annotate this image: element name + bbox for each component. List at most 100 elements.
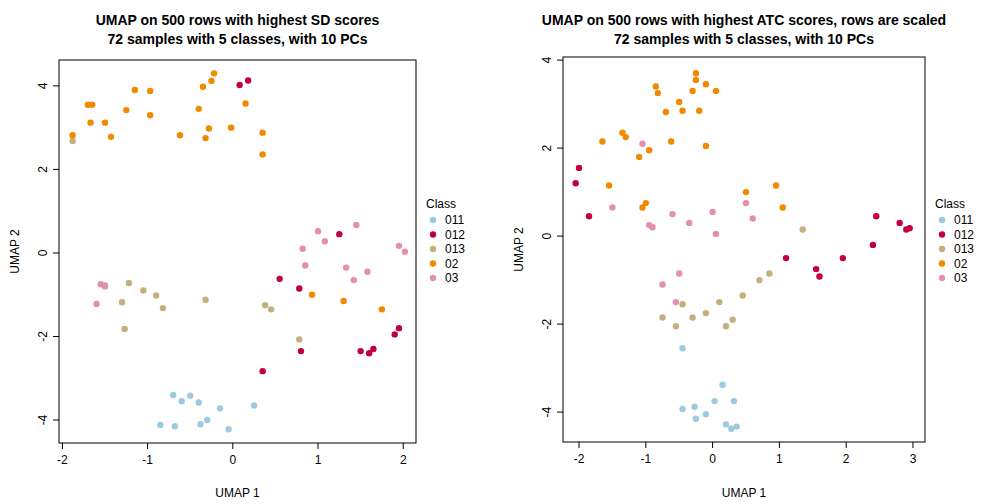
point [711,398,717,404]
point [123,107,129,113]
point [351,277,357,283]
y-tick-label: -2 [540,318,554,329]
legend-swatch [939,231,945,237]
panel: UMAP on 500 rows with highest SD scores7… [8,12,465,500]
point [170,392,176,398]
point [69,138,75,144]
y-tick-label: 4 [36,82,50,89]
points [69,70,408,432]
legend-label: 012 [445,228,465,242]
point [686,220,692,226]
legend-swatch [430,275,436,281]
x-tick [62,443,63,449]
x-tick [779,442,780,448]
point [673,299,679,305]
point [315,228,321,234]
legend-swatch [939,260,945,266]
point [132,87,138,93]
x-tick-label: 2 [843,452,850,466]
point [242,100,248,106]
point [336,231,342,237]
y-tick [53,252,59,253]
point [723,421,729,427]
point [870,242,876,248]
point [733,423,739,429]
point [780,204,786,210]
y-tick-label: -4 [540,406,554,417]
point [689,314,695,320]
y-tick [53,85,59,86]
legend-label: 011 [445,213,464,227]
x-tick [403,443,404,449]
legend-label: 013 [445,242,465,256]
point [713,88,719,94]
point [147,112,153,118]
y-tick-label: -2 [36,331,50,342]
point [773,182,779,188]
point [606,182,612,188]
legend-label: 013 [954,242,974,256]
point [197,421,203,427]
point [653,83,659,89]
point [749,215,755,221]
point [299,246,305,252]
point [703,310,709,316]
y-tick-label: -4 [36,414,50,425]
point [276,276,282,282]
point [196,399,202,405]
point [691,404,697,410]
x-tick [712,442,713,448]
point [676,99,682,105]
point [599,138,605,144]
legend-swatch [939,275,945,281]
point [262,302,268,308]
point [766,270,772,276]
y-axis-label: UMAP 2 [512,227,526,272]
point [659,281,665,287]
point [576,165,582,171]
point [693,70,699,76]
point [679,301,685,307]
legend-title: Class [426,197,456,211]
point [343,264,349,270]
x-tick [912,442,913,448]
point [102,283,108,289]
point [357,348,363,354]
x-tick-label: -1 [640,452,651,466]
point [693,77,699,83]
point [69,132,75,138]
point [93,301,99,307]
point [673,323,679,329]
point [723,323,729,329]
subtitle: 72 samples with 5 classes, with 10 PCs [614,31,874,47]
x-axis-label: UMAP 1 [215,486,260,500]
point [703,143,709,149]
legend-swatch [430,217,436,223]
point [623,134,629,140]
point [268,306,274,312]
point [172,423,178,429]
point [783,255,789,261]
point [87,119,93,125]
legend-swatch [430,246,436,252]
point [126,280,132,286]
point [663,109,669,115]
title: UMAP on 500 rows with highest ATC scores… [542,12,946,28]
point [689,88,695,94]
point [225,426,231,432]
point [178,398,184,404]
point [743,189,749,195]
y-tick-label: 2 [36,166,50,173]
point [816,273,822,279]
point [379,306,385,312]
point [108,134,114,140]
point [906,225,912,231]
point [636,154,642,160]
point [391,331,397,337]
legend-swatch [939,246,945,252]
x-tick-label: 1 [315,453,322,467]
point [236,82,242,88]
y-tick [53,336,59,337]
point [703,411,709,417]
x-tick [232,443,233,449]
